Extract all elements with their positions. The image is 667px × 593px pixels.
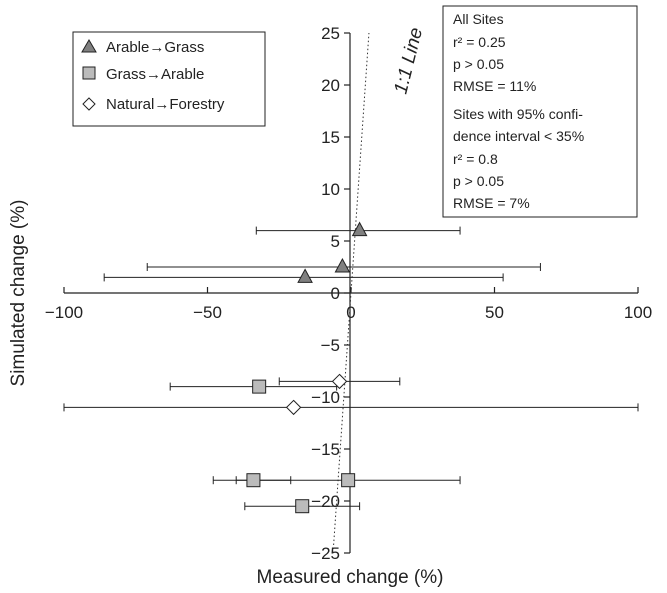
stats-line-3: RMSE = 11%	[453, 78, 536, 94]
legend-box	[72, 31, 266, 127]
x-tick-label: 50	[485, 303, 504, 322]
marker-natural-forestry	[331, 373, 348, 390]
stats-line-0: All Sites	[453, 11, 504, 27]
error-bar-group	[63, 226, 639, 511]
marker-grass-arable	[295, 499, 310, 514]
y-tick-label: 5	[331, 232, 340, 251]
legend-diamond-icon	[82, 97, 96, 111]
marker-group	[246, 221, 368, 514]
stats-box: All Sites r² = 0.25 p > 0.05 RMSE = 11% …	[442, 5, 638, 218]
stats-line-5: dence interval < 35%	[453, 128, 584, 144]
legend-label-arable-grass: Arable→Grass	[106, 39, 204, 56]
stats-line-8: RMSE = 7%	[453, 195, 530, 211]
stats-box-frame	[442, 5, 638, 218]
x-tick-label: 0	[346, 303, 355, 322]
stats-line-2: p > 0.05	[453, 56, 504, 72]
legend-label-natural-forestry: Natural→Forestry	[106, 96, 225, 113]
y-tick-label: −25	[311, 544, 340, 563]
y-tick-label: −15	[311, 440, 340, 459]
y-tick-label: −10	[311, 388, 340, 407]
stats-line-1: r² = 0.25	[453, 34, 506, 50]
y-tick-label: −5	[321, 336, 340, 355]
marker-grass-arable	[246, 473, 261, 488]
x-tick-group: −100 −50 0 50 100	[45, 287, 652, 322]
y-tick-label: 15	[321, 128, 340, 147]
x-axis-title: Measured change (%)	[257, 567, 444, 588]
one-to-one-line-label: 1:1 Line	[390, 26, 427, 97]
marker-grass-arable	[341, 473, 356, 488]
stats-line-6: r² = 0.8	[453, 151, 498, 167]
x-tick-label: −100	[45, 303, 83, 322]
y-tick-label: 0	[331, 284, 340, 303]
legend-label-grass-arable: Grass→Arable	[106, 66, 204, 83]
one-to-one-line	[332, 32, 370, 554]
x-tick-label: 100	[624, 303, 652, 322]
marker-grass-arable	[252, 379, 267, 394]
stats-line-7: p > 0.05	[453, 173, 504, 189]
marker-natural-forestry	[285, 399, 302, 416]
legend-square-icon	[82, 66, 96, 80]
stats-line-4: Sites with 95% confi-	[453, 106, 583, 122]
y-axis-title: Simulated change (%)	[8, 200, 29, 387]
marker-arable-grass	[351, 221, 368, 237]
y-tick-label: 10	[321, 180, 340, 199]
x-tick-label: −50	[193, 303, 222, 322]
legend: Arable→Grass Grass→Arable Natural→Forest…	[72, 31, 266, 127]
marker-arable-grass	[297, 268, 313, 283]
legend-triangle-icon	[81, 39, 97, 53]
y-tick-label: 20	[321, 76, 340, 95]
y-tick-label: 25	[321, 24, 340, 43]
marker-arable-grass	[334, 257, 351, 273]
